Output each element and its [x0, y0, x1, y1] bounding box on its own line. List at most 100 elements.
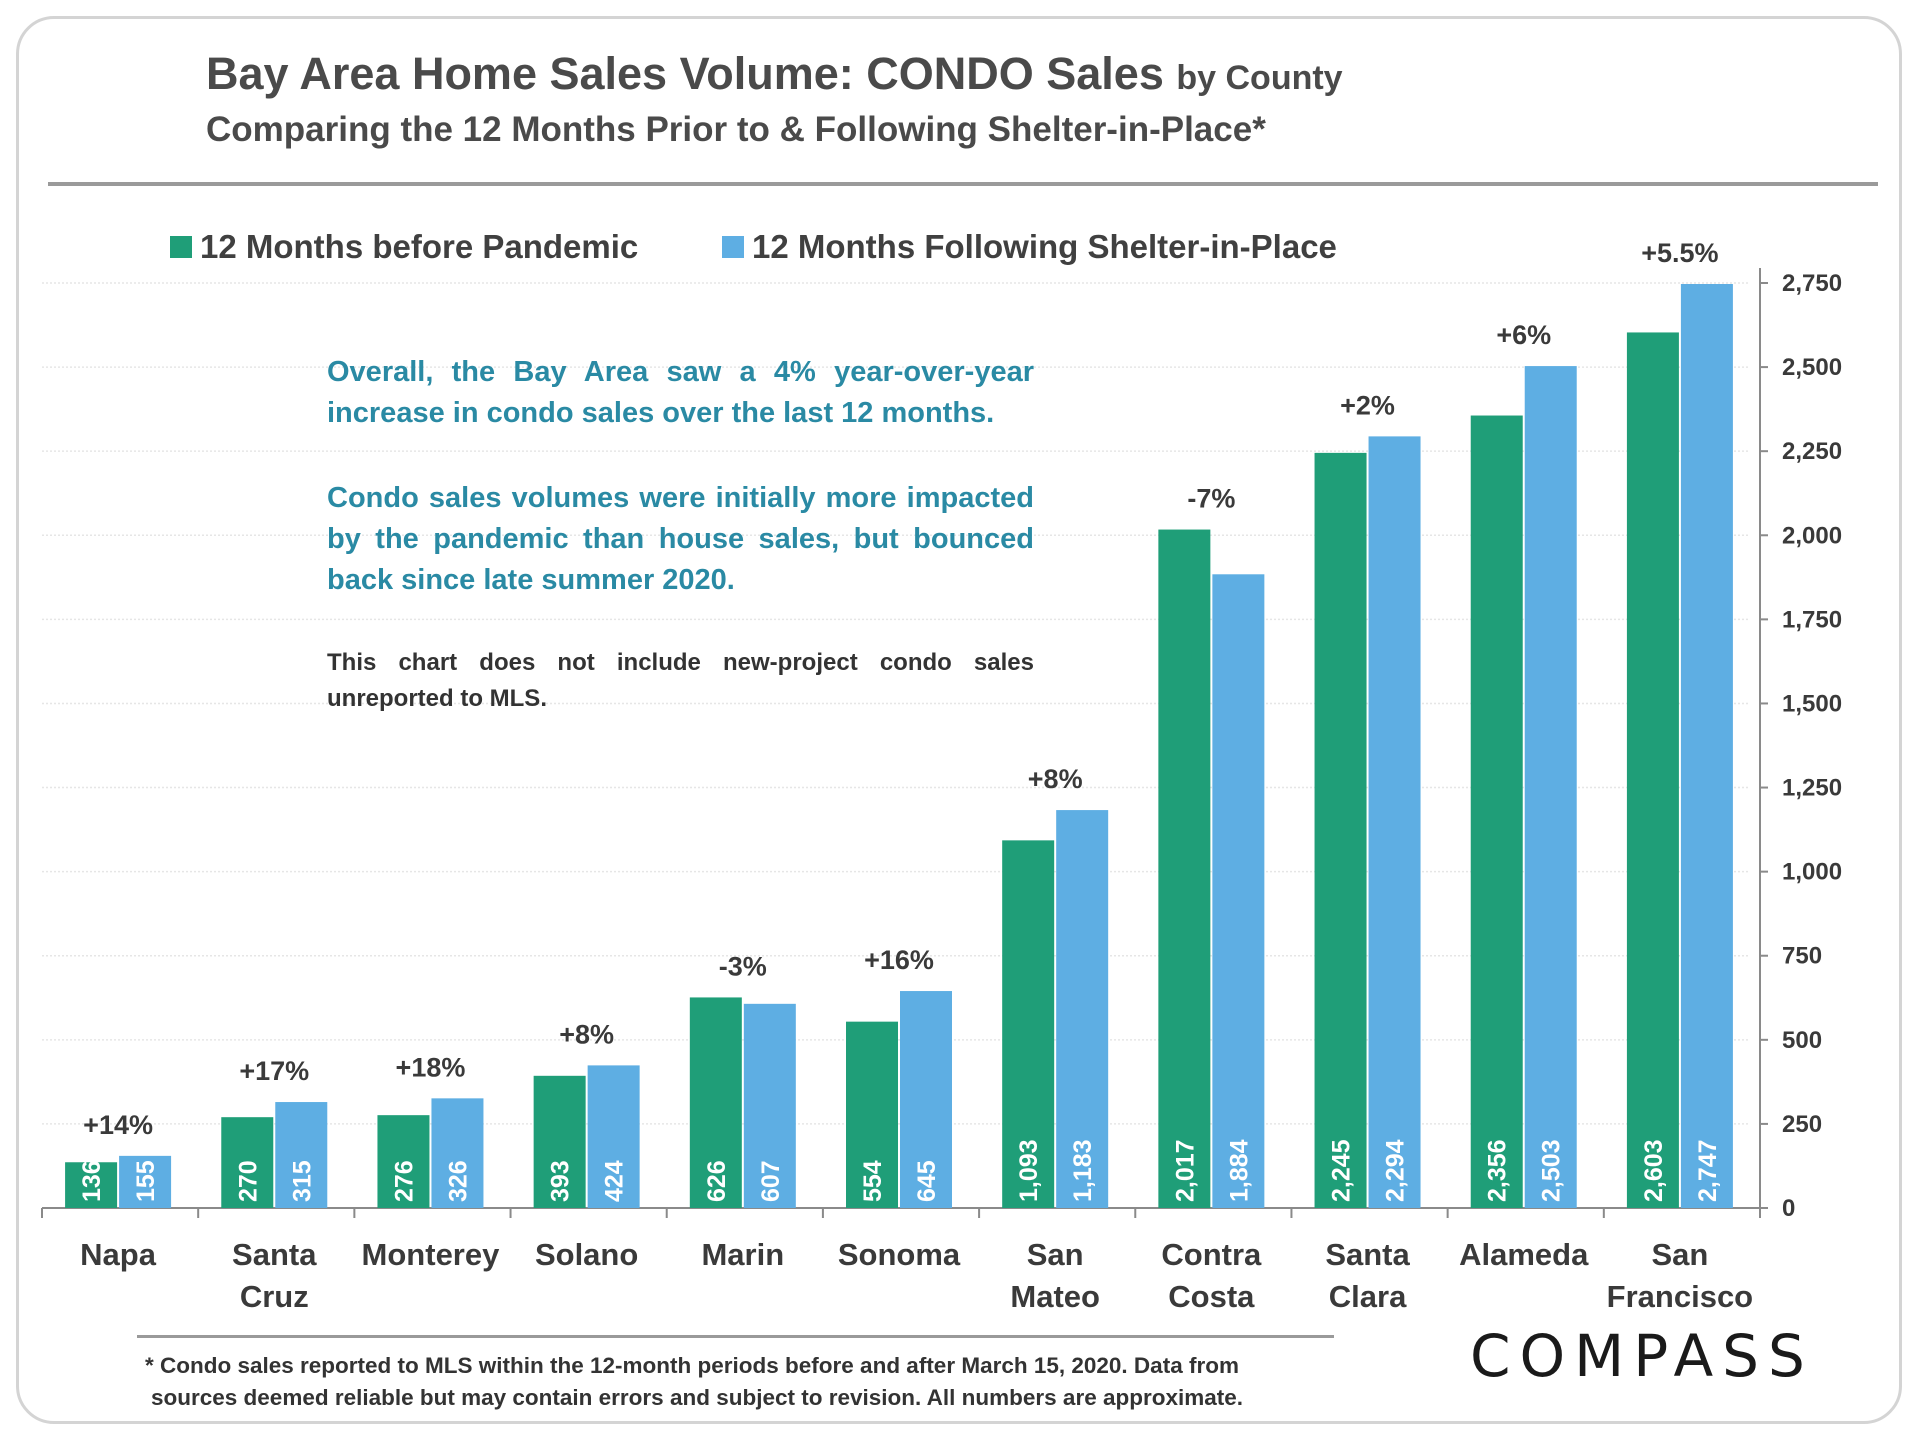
bar-after	[1524, 366, 1577, 1209]
x-category-label: Alameda	[1459, 1237, 1589, 1272]
change-label: +14%	[83, 1110, 153, 1140]
bar-after	[119, 1155, 172, 1208]
y-tick-label: 0	[1782, 1195, 1795, 1222]
bar-after	[1056, 810, 1109, 1208]
bar-after	[900, 991, 952, 1208]
bar-after	[1212, 574, 1265, 1208]
bar-value-label: 155	[132, 1160, 160, 1202]
x-category-label: Solano	[535, 1237, 638, 1272]
change-label: +16%	[864, 945, 934, 975]
bar-value-label: 393	[547, 1160, 575, 1202]
legend-item-before: 12 Months before Pandemic	[170, 228, 638, 266]
bar-value-label: 270	[234, 1160, 262, 1202]
x-category-label: Clara	[1329, 1279, 1407, 1314]
bar-value-label: 1,093	[1015, 1139, 1043, 1202]
bar-value-label: 645	[913, 1160, 941, 1202]
bar-value-label: 607	[757, 1160, 785, 1202]
bar-value-label: 2,747	[1694, 1139, 1722, 1202]
change-label: -7%	[1187, 484, 1235, 514]
chart-frame	[16, 16, 1902, 1424]
y-tick-label: 1,250	[1782, 775, 1842, 802]
footnote-line-1: * Condo sales reported to MLS within the…	[145, 1353, 1239, 1378]
bar-before	[846, 1021, 898, 1208]
bar-value-label: 2,603	[1640, 1139, 1668, 1202]
compass-logo: COMPASS	[1470, 1322, 1814, 1390]
bar-value-label: 424	[601, 1160, 629, 1202]
y-tick-label: 1,500	[1782, 690, 1842, 717]
note-overall: Overall, the Bay Area saw a 4% year-over…	[327, 356, 1034, 429]
x-category-label: Santa	[1325, 1237, 1410, 1272]
bar-value-label: 2,503	[1538, 1139, 1566, 1202]
x-category-label: Santa	[232, 1237, 317, 1272]
x-category-label: San	[1027, 1237, 1084, 1272]
y-tick-label: 2,500	[1782, 354, 1842, 381]
bar-value-label: 554	[859, 1160, 887, 1202]
x-category-label: Costa	[1168, 1279, 1255, 1314]
bar-value-label: 2,017	[1171, 1139, 1199, 1202]
y-tick-label: 250	[1782, 1111, 1822, 1138]
chart-title: Bay Area Home Sales Volume: CONDO Sales …	[206, 48, 1343, 100]
bar-value-label: 2,245	[1328, 1139, 1356, 1202]
legend-swatch-before	[170, 236, 192, 258]
note-pandemic-impact: Condo sales volumes were initially more …	[327, 482, 1034, 596]
legend-swatch-after	[722, 236, 744, 258]
header-divider	[48, 182, 1878, 186]
x-category-label: Mateo	[1010, 1279, 1100, 1314]
change-label: +18%	[396, 1052, 466, 1082]
legend-label-before: 12 Months before Pandemic	[200, 228, 639, 265]
x-category-label: Francisco	[1607, 1279, 1753, 1314]
footer-divider	[137, 1335, 1334, 1338]
bar-value-label: 136	[78, 1160, 106, 1202]
bar-value-label: 2,356	[1484, 1139, 1512, 1202]
y-tick-label: 2,750	[1782, 270, 1842, 297]
y-tick-label: 2,000	[1782, 522, 1842, 549]
bar-value-label: 1,183	[1069, 1139, 1097, 1202]
bar-before	[689, 997, 742, 1208]
x-category-label: Marin	[701, 1237, 784, 1272]
bar-after	[431, 1098, 484, 1208]
x-category-label: San	[1651, 1237, 1708, 1272]
x-category-label: Monterey	[362, 1237, 501, 1272]
x-category-label: Cruz	[240, 1279, 309, 1314]
change-label: +17%	[239, 1056, 309, 1086]
bar-value-label: 626	[703, 1160, 731, 1202]
change-label: +8%	[559, 1019, 614, 1049]
y-tick-label: 1,750	[1782, 606, 1842, 633]
bar-value-label: 326	[444, 1160, 472, 1202]
bar-after	[743, 1003, 796, 1208]
x-category-label: Napa	[80, 1237, 157, 1272]
footnote: * Condo sales reported to MLS within the…	[145, 1350, 1243, 1414]
bar-before	[221, 1117, 274, 1208]
y-tick-label: 750	[1782, 943, 1822, 970]
bar-before	[1158, 529, 1211, 1208]
note-disclaimer: This chart does not include new-project …	[327, 649, 1034, 712]
bar-value-label: 2,294	[1382, 1139, 1410, 1202]
change-label: +6%	[1496, 320, 1551, 350]
bar-after	[1680, 284, 1733, 1208]
legend-label-after: 12 Months Following Shelter-in-Place	[752, 228, 1337, 265]
bar-after	[275, 1102, 328, 1208]
title-main: Bay Area Home Sales Volume: CONDO Sales	[206, 48, 1164, 99]
bar-value-label: 315	[288, 1160, 316, 1202]
y-tick-label: 1,000	[1782, 859, 1842, 886]
chart-subtitle: Comparing the 12 Months Prior to & Follo…	[206, 110, 1266, 149]
bar-before	[533, 1075, 586, 1208]
x-category-label: Contra	[1161, 1237, 1262, 1272]
x-category-label: Sonoma	[838, 1237, 961, 1272]
change-label: +5.5%	[1641, 238, 1718, 268]
bar-before	[377, 1115, 430, 1208]
y-tick-label: 500	[1782, 1027, 1822, 1054]
bar-value-label: 276	[390, 1160, 418, 1202]
bar-before	[1470, 415, 1523, 1208]
bar-before	[1314, 452, 1367, 1208]
bar-after	[587, 1065, 640, 1208]
bar-after	[1368, 436, 1421, 1208]
change-label: -3%	[719, 951, 767, 981]
bar-before	[65, 1162, 118, 1208]
change-label: +2%	[1340, 390, 1395, 420]
y-tick-label: 2,250	[1782, 438, 1842, 465]
bar-value-label: 1,884	[1225, 1139, 1253, 1202]
footnote-line-2: sources deemed reliable but may contain …	[151, 1385, 1244, 1410]
title-suffix: by County	[1176, 59, 1343, 97]
